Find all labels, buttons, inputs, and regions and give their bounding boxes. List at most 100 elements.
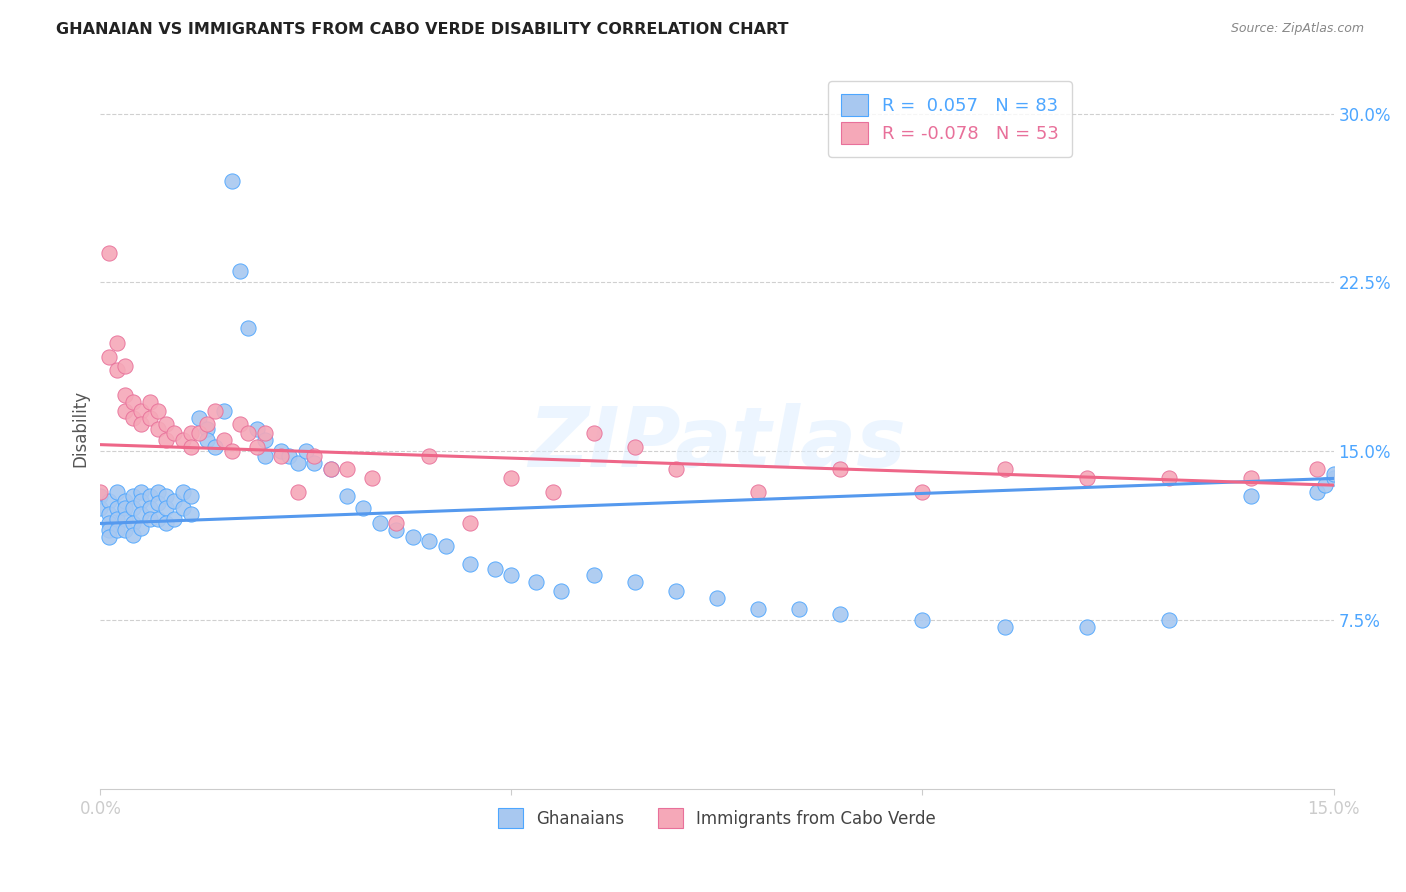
Point: [550, 584, 572, 599]
Point: [105, 336, 128, 351]
Point: [287, 484, 309, 499]
Point: [665, 462, 688, 476]
Point: [253, 449, 276, 463]
Point: [1159, 613, 1181, 627]
Text: GHANAIAN VS IMMIGRANTS FROM CABO VERDE DISABILITY CORRELATION CHART: GHANAIAN VS IMMIGRANTS FROM CABO VERDE D…: [56, 22, 789, 37]
Point: [830, 607, 852, 621]
Point: [89, 490, 111, 504]
Point: [270, 444, 292, 458]
Point: [238, 320, 260, 334]
Point: [911, 613, 934, 627]
Point: [418, 449, 440, 463]
Point: [114, 359, 136, 373]
Point: [131, 494, 153, 508]
Point: [253, 433, 276, 447]
Point: [131, 508, 153, 522]
Point: [122, 527, 145, 541]
Point: [352, 500, 374, 515]
Point: [114, 494, 136, 508]
Point: [105, 484, 128, 499]
Point: [1076, 620, 1098, 634]
Point: [97, 530, 120, 544]
Point: [97, 508, 120, 522]
Point: [245, 440, 267, 454]
Point: [97, 350, 120, 364]
Point: [155, 516, 177, 531]
Point: [295, 444, 318, 458]
Point: [1306, 484, 1329, 499]
Point: [114, 512, 136, 526]
Point: [131, 417, 153, 432]
Point: [138, 512, 160, 526]
Point: [97, 246, 120, 260]
Point: [212, 433, 235, 447]
Point: [385, 516, 408, 531]
Point: [180, 508, 202, 522]
Point: [204, 404, 226, 418]
Point: [180, 440, 202, 454]
Point: [163, 426, 186, 441]
Point: [114, 404, 136, 418]
Point: [1240, 490, 1263, 504]
Point: [253, 426, 276, 441]
Point: [360, 471, 382, 485]
Point: [484, 561, 506, 575]
Point: [1322, 471, 1344, 485]
Point: [582, 568, 605, 582]
Point: [270, 449, 292, 463]
Point: [180, 490, 202, 504]
Point: [195, 417, 218, 432]
Point: [665, 584, 688, 599]
Point: [122, 394, 145, 409]
Point: [212, 404, 235, 418]
Point: [278, 449, 301, 463]
Text: ZIPatlas: ZIPatlas: [529, 403, 905, 483]
Point: [1306, 462, 1329, 476]
Point: [155, 500, 177, 515]
Point: [706, 591, 728, 605]
Point: [501, 471, 523, 485]
Point: [146, 496, 169, 510]
Point: [97, 523, 120, 537]
Point: [172, 484, 194, 499]
Point: [155, 433, 177, 447]
Text: Source: ZipAtlas.com: Source: ZipAtlas.com: [1230, 22, 1364, 36]
Point: [229, 417, 252, 432]
Point: [582, 426, 605, 441]
Point: [221, 444, 243, 458]
Point: [105, 500, 128, 515]
Legend: Ghanaians, Immigrants from Cabo Verde: Ghanaians, Immigrants from Cabo Verde: [491, 801, 942, 835]
Point: [105, 363, 128, 377]
Point: [319, 462, 342, 476]
Point: [114, 388, 136, 402]
Point: [747, 484, 769, 499]
Point: [458, 516, 481, 531]
Point: [1315, 478, 1337, 492]
Point: [122, 500, 145, 515]
Point: [138, 500, 160, 515]
Point: [747, 602, 769, 616]
Point: [336, 462, 359, 476]
Point: [195, 433, 218, 447]
Point: [138, 410, 160, 425]
Point: [623, 574, 645, 589]
Point: [146, 422, 169, 436]
Point: [541, 484, 564, 499]
Point: [623, 440, 645, 454]
Point: [105, 523, 128, 537]
Point: [105, 512, 128, 526]
Point: [302, 449, 325, 463]
Point: [89, 500, 111, 515]
Point: [89, 484, 111, 499]
Point: [114, 523, 136, 537]
Point: [138, 394, 160, 409]
Y-axis label: Disability: Disability: [72, 391, 89, 467]
Point: [368, 516, 391, 531]
Point: [385, 523, 408, 537]
Point: [146, 484, 169, 499]
Point: [458, 557, 481, 571]
Point: [188, 410, 211, 425]
Point: [172, 500, 194, 515]
Point: [122, 490, 145, 504]
Point: [1240, 471, 1263, 485]
